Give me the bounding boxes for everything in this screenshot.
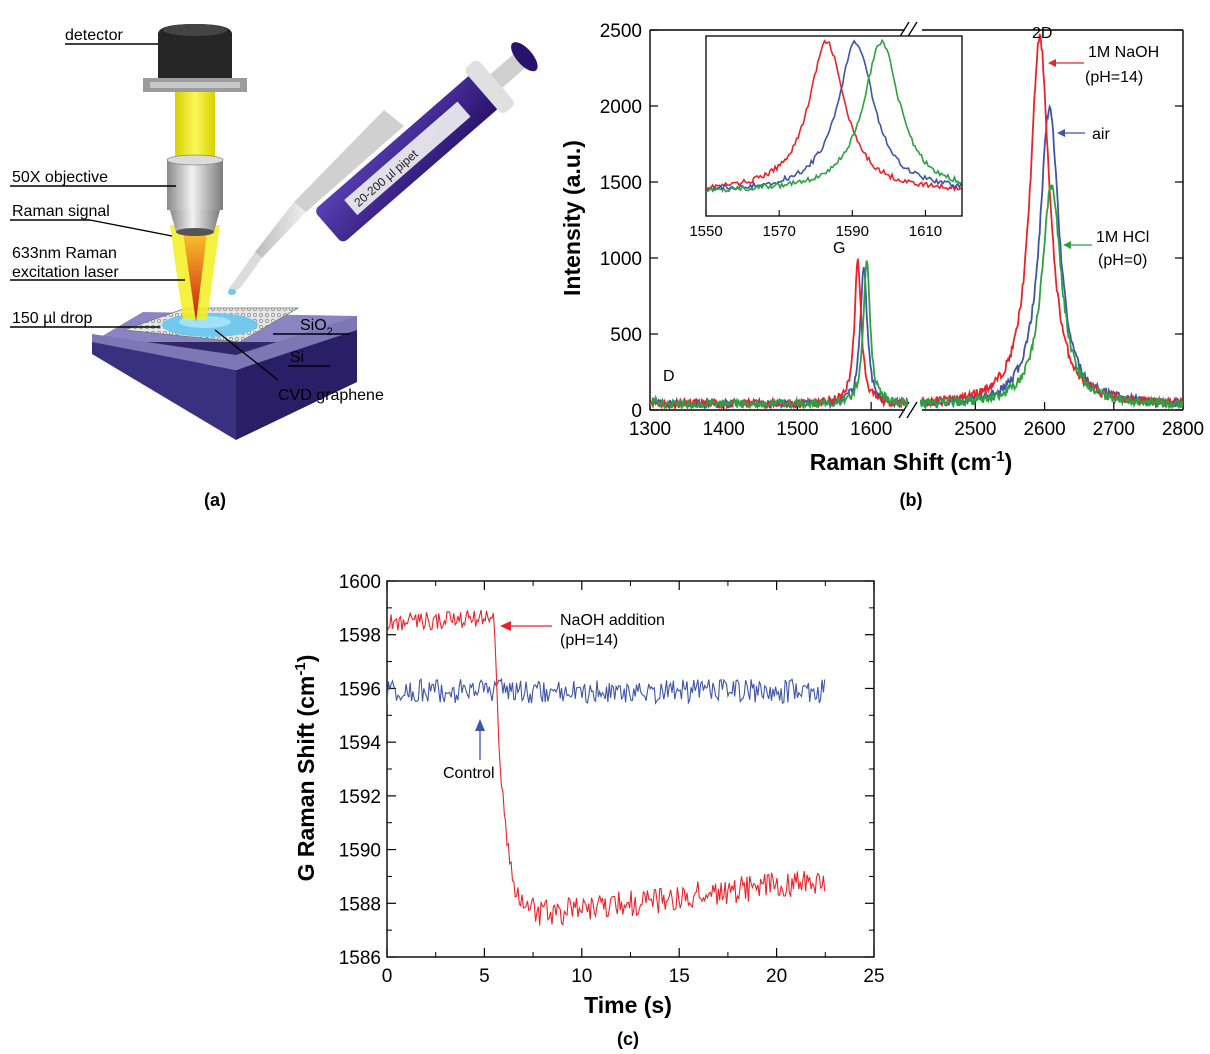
panel-b-y-tick-label: 0 — [631, 401, 642, 422]
panel-b-x-tick-label: 2700 — [1093, 419, 1135, 440]
panel-c-plot-area — [387, 609, 826, 926]
naoh-addition-ph: (pH=14) — [560, 632, 618, 649]
sio2-label: SiO2 — [300, 317, 333, 338]
panel-b-y-tick-label: 2000 — [600, 97, 642, 118]
panel-b-x-tick-label: 1400 — [703, 419, 745, 440]
inset-x-tick-label: 1550 — [689, 223, 722, 240]
panel-c-y-tick-label: 1598 — [339, 626, 381, 647]
inset-line-2 — [706, 38, 962, 193]
series-label-naoh-ph: (pH=14) — [1085, 69, 1143, 86]
inset-line-1 — [706, 39, 962, 193]
laser-label-line2: excitation laser — [12, 264, 119, 281]
panel-a-schematic: 20-200 µl pipet detector 50X objective R… — [10, 24, 538, 510]
panel-b-label: (b) — [900, 490, 923, 510]
panel-c-x-tick-label: 10 — [571, 966, 592, 987]
spectrum-line-1m-hcl-left — [650, 260, 908, 410]
panel-b-x-tick-label: 1500 — [776, 419, 818, 440]
panel-b-y-tick-label: 500 — [610, 325, 642, 346]
panel-b-x-tick-label: 2800 — [1162, 419, 1204, 440]
inset-x-tick-label: 1570 — [762, 223, 795, 240]
objective-illustration — [166, 154, 224, 236]
raman-signal-label: Raman signal — [12, 203, 110, 220]
panel-c-y-tick-label: 1596 — [339, 679, 381, 700]
panel-c-x-tick-label: 5 — [479, 966, 490, 987]
laser-cone — [182, 225, 208, 322]
laser-beam — [175, 90, 215, 165]
panel-c-y-tick-label: 1586 — [339, 948, 381, 969]
panel-b-x-tick-label: 1300 — [629, 419, 671, 440]
graphene-label: CVD graphene — [278, 387, 384, 404]
panel-b-y-axis-title: Intensity (a.u.) — [559, 140, 585, 296]
panel-c-x-tick-label: 0 — [382, 966, 393, 987]
panel-b-x-tick-label: 2600 — [1023, 419, 1065, 440]
panel-c-x-tick-label: 25 — [863, 966, 884, 987]
panel-b-y-tick-label: 1000 — [600, 249, 642, 270]
objective-label: 50X objective — [12, 169, 108, 186]
panel-c-label: (c) — [617, 1029, 639, 1049]
panel-a-callouts — [10, 43, 350, 381]
control-trace — [387, 677, 826, 705]
naoh-trace — [387, 609, 826, 926]
panel-b-axes: 0 500 1000 1500 2000 2500 1300 1400 1500 1600 2500… — [600, 21, 1204, 440]
series-label-air: air — [1092, 126, 1110, 143]
panel-b-right-segment — [920, 33, 1183, 410]
drop-label: 150 µl drop — [12, 310, 92, 327]
panel-a-label: (a) — [204, 490, 226, 510]
panel-c-y-tick-label: 1592 — [339, 787, 381, 808]
axis-break-mark — [898, 21, 910, 39]
inset-frame — [705, 35, 963, 217]
panel-c-x-tick-label: 20 — [766, 966, 787, 987]
panel-c-x-tick-label: 15 — [669, 966, 690, 987]
panel-b-left-segment — [650, 258, 908, 410]
panel-b-series — [650, 33, 1183, 410]
spectrum-line-1m-naoh-left — [650, 258, 908, 410]
panel-b-x-tick-label: 1600 — [850, 419, 892, 440]
control-label: Control — [443, 765, 495, 782]
panel-b-x-tick-label: 2500 — [954, 419, 996, 440]
inset-series — [706, 38, 962, 193]
inset-x-tick-label: 1590 — [836, 223, 869, 240]
panel-b-inset: 1550 1570 1590 1610 — [689, 35, 963, 240]
panel-c-series — [387, 609, 826, 926]
inset-line-0 — [706, 39, 962, 193]
series-label-naoh: 1M NaOH — [1088, 44, 1159, 61]
inset-x-tick-label: 1610 — [909, 223, 942, 240]
peak-label-2d: 2D — [1032, 25, 1052, 42]
naoh-addition-label: NaOH addition — [560, 612, 665, 629]
spectrum-line-1m-hcl-right — [920, 184, 1183, 410]
pipet-illustration: 20-200 µl pipet — [228, 42, 538, 292]
panel-b-y-tick-label: 1500 — [600, 173, 642, 194]
panel-c-y-tick-label: 1590 — [339, 841, 381, 862]
panel-b-x-axis-title: Raman Shift (cm-1) — [810, 448, 1013, 475]
detector-illustration — [143, 24, 247, 92]
panel-c-x-axis-title: Time (s) — [584, 992, 672, 1018]
panel-c-y-axis-title: G Raman Shift (cm-1) — [292, 655, 319, 882]
panel-b-y-tick-label: 2500 — [600, 21, 642, 42]
laser-label-line1: 633nm Raman — [12, 245, 117, 262]
panel-c-y-tick-label: 1594 — [339, 733, 382, 754]
substrate-illustration — [92, 312, 357, 440]
peak-label-g: G — [833, 240, 845, 257]
panel-b-raman-spectrum: 0 500 1000 1500 2000 2500 1300 1400 1500 1600 2500… — [559, 21, 1204, 510]
panel-c-axes: 1586 1588 1590 1592 1594 1596 1598 1600 0 5 10 15 20… — [339, 572, 885, 987]
peak-label-d: D — [663, 368, 675, 385]
series-label-hcl: 1M HCl — [1096, 229, 1149, 246]
panel-c-time-trace: 1586 1588 1590 1592 1594 1596 1598 1600 0 5 10 15 20… — [292, 572, 885, 1049]
axis-break-mark — [906, 401, 918, 419]
si-label: Si — [290, 349, 304, 366]
panel-c-y-tick-label: 1588 — [339, 894, 381, 915]
axis-break-mark — [906, 21, 918, 39]
detector-label: detector — [65, 27, 123, 44]
panel-c-y-tick-label: 1600 — [339, 572, 381, 593]
series-label-hcl-ph: (pH=0) — [1098, 252, 1147, 269]
